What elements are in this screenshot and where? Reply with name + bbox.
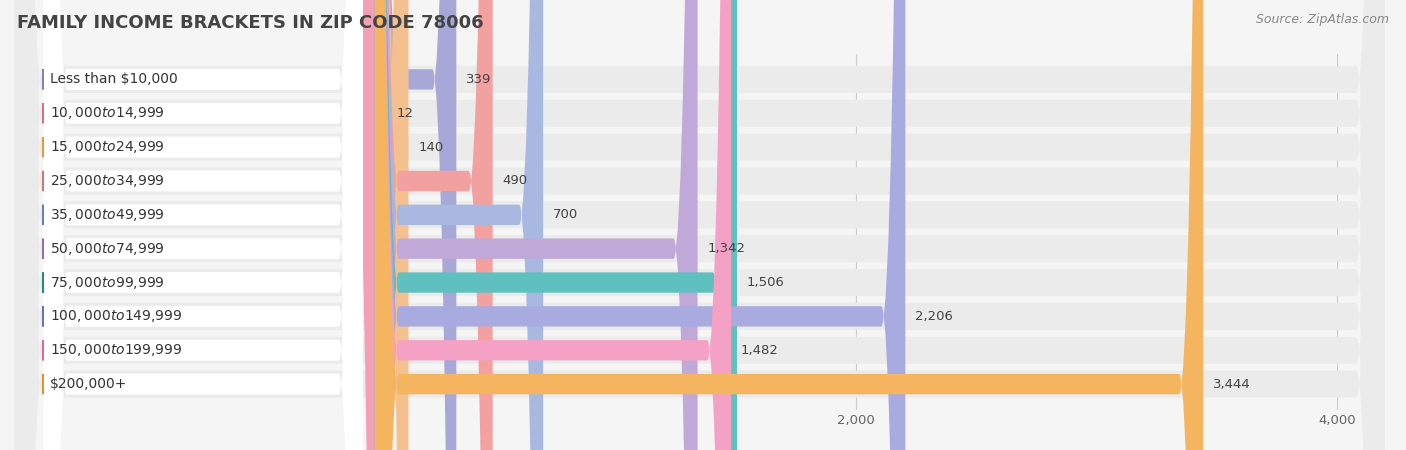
FancyBboxPatch shape	[14, 0, 1385, 450]
FancyBboxPatch shape	[44, 0, 363, 450]
Text: 2,206: 2,206	[915, 310, 953, 323]
FancyBboxPatch shape	[44, 0, 363, 450]
FancyBboxPatch shape	[44, 0, 363, 450]
Text: 490: 490	[502, 175, 527, 188]
FancyBboxPatch shape	[14, 0, 1385, 450]
FancyBboxPatch shape	[14, 0, 1385, 450]
FancyBboxPatch shape	[44, 0, 363, 450]
FancyBboxPatch shape	[14, 0, 1385, 450]
FancyBboxPatch shape	[44, 0, 363, 450]
Text: Source: ZipAtlas.com: Source: ZipAtlas.com	[1256, 14, 1389, 27]
Text: $35,000 to $49,999: $35,000 to $49,999	[51, 207, 165, 223]
FancyBboxPatch shape	[14, 0, 1385, 450]
FancyBboxPatch shape	[14, 0, 1385, 450]
FancyBboxPatch shape	[44, 0, 363, 450]
FancyBboxPatch shape	[375, 0, 543, 450]
Text: 3,444: 3,444	[1213, 378, 1251, 391]
Text: Less than $10,000: Less than $10,000	[51, 72, 179, 86]
FancyBboxPatch shape	[14, 0, 1385, 450]
FancyBboxPatch shape	[375, 0, 905, 450]
FancyBboxPatch shape	[354, 0, 399, 450]
Text: $15,000 to $24,999: $15,000 to $24,999	[51, 139, 165, 155]
FancyBboxPatch shape	[375, 0, 1204, 450]
FancyBboxPatch shape	[44, 0, 363, 450]
FancyBboxPatch shape	[14, 0, 1385, 450]
Text: 700: 700	[553, 208, 578, 221]
FancyBboxPatch shape	[44, 0, 363, 450]
Text: FAMILY INCOME BRACKETS IN ZIP CODE 78006: FAMILY INCOME BRACKETS IN ZIP CODE 78006	[17, 14, 484, 32]
Text: $150,000 to $199,999: $150,000 to $199,999	[51, 342, 183, 358]
FancyBboxPatch shape	[14, 0, 1385, 450]
Text: 1,506: 1,506	[747, 276, 785, 289]
Text: 140: 140	[418, 140, 443, 153]
FancyBboxPatch shape	[14, 0, 1385, 450]
Text: $75,000 to $99,999: $75,000 to $99,999	[51, 274, 165, 291]
FancyBboxPatch shape	[375, 0, 457, 450]
FancyBboxPatch shape	[44, 0, 363, 450]
Text: 1,482: 1,482	[741, 344, 779, 357]
FancyBboxPatch shape	[375, 0, 697, 450]
FancyBboxPatch shape	[375, 0, 409, 450]
Text: 1,342: 1,342	[707, 242, 745, 255]
Text: $100,000 to $149,999: $100,000 to $149,999	[51, 308, 183, 324]
Text: $200,000+: $200,000+	[51, 377, 128, 391]
Text: 339: 339	[465, 73, 491, 86]
FancyBboxPatch shape	[375, 0, 492, 450]
Text: $25,000 to $34,999: $25,000 to $34,999	[51, 173, 165, 189]
Text: $10,000 to $14,999: $10,000 to $14,999	[51, 105, 165, 121]
FancyBboxPatch shape	[44, 0, 363, 450]
FancyBboxPatch shape	[375, 0, 737, 450]
FancyBboxPatch shape	[375, 0, 731, 450]
Text: $50,000 to $74,999: $50,000 to $74,999	[51, 241, 165, 256]
Text: 12: 12	[396, 107, 413, 120]
